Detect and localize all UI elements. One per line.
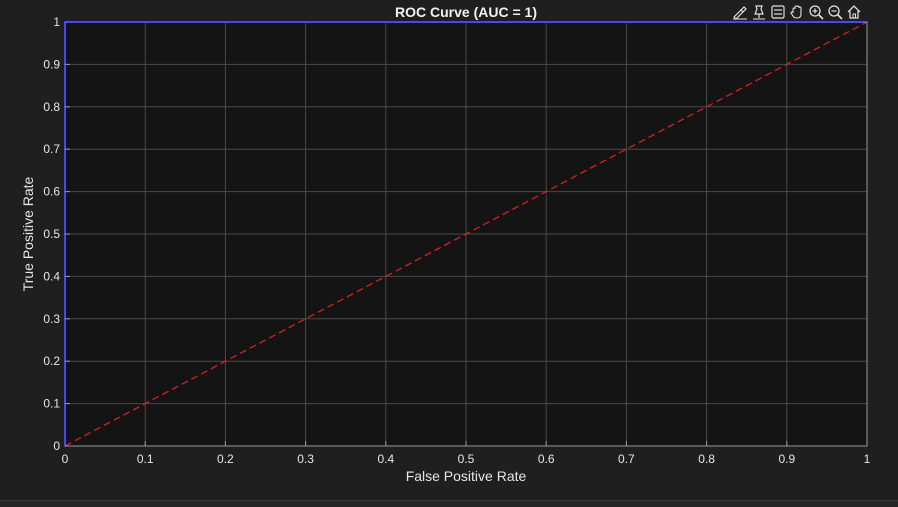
home-icon[interactable] (845, 3, 863, 21)
y-tick-label: 0.3 (43, 312, 60, 326)
x-tick-label: 0 (62, 452, 69, 466)
y-tick-label: 1 (53, 15, 60, 29)
zoom-in-icon[interactable] (807, 3, 825, 21)
x-tick-label: 0.5 (458, 452, 475, 466)
x-tick-label: 0.8 (698, 452, 715, 466)
chart-title: ROC Curve (AUC = 1) (395, 4, 537, 20)
y-tick-label: 0.4 (43, 269, 60, 283)
status-strip (0, 500, 898, 507)
x-tick-label: 0.2 (217, 452, 234, 466)
x-tick-label: 0.4 (377, 452, 394, 466)
x-tick-label: 0.1 (137, 452, 154, 466)
y-tick-label: 0 (53, 439, 60, 453)
y-tick-label: 0.5 (43, 227, 60, 241)
axes-toolbar (731, 3, 863, 21)
x-axis-label: False Positive Rate (406, 468, 527, 484)
restore-view-icon[interactable] (769, 3, 787, 21)
y-tick-label: 0.2 (43, 354, 60, 368)
y-tick-label: 0.8 (43, 100, 60, 114)
y-tick-label: 0.9 (43, 57, 60, 71)
y-tick-labels: 0 0.1 0.2 0.3 0.4 0.5 0.6 0.7 0.8 0.9 1 (43, 15, 70, 453)
reference-diagonal-line (64, 21, 868, 447)
y-tick-label: 0.6 (43, 185, 60, 199)
x-tick-label: 0.3 (297, 452, 314, 466)
x-tick-label: 0.6 (538, 452, 555, 466)
y-tick-label: 0.1 (43, 397, 60, 411)
y-axis-label: True Positive Rate (20, 176, 36, 291)
x-tick-label: 0.7 (618, 452, 635, 466)
pan-icon[interactable] (788, 3, 806, 21)
x-tick-label: 1 (864, 452, 871, 466)
datatip-icon[interactable] (750, 3, 768, 21)
x-tick-label: 0.9 (778, 452, 795, 466)
brush-icon[interactable] (731, 3, 749, 21)
zoom-out-icon[interactable] (826, 3, 844, 21)
x-tick-labels: 0 0.1 0.2 0.3 0.4 0.5 0.6 0.7 0.8 0.9 1 (62, 441, 871, 466)
y-tick-label: 0.7 (43, 142, 60, 156)
